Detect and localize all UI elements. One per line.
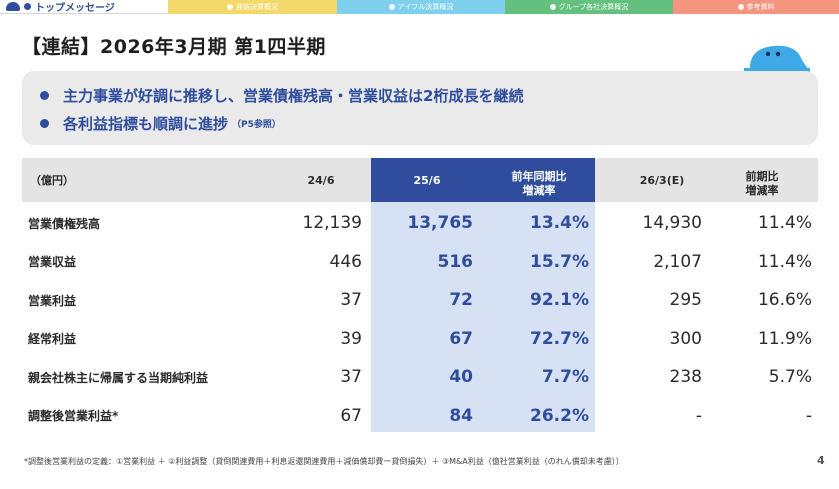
section-tabs: トップメッセージ 連結決算概況 アイフル決算概況 グループ各社決算概況 参考資料: [0, 0, 839, 14]
highlight-item: 各利益指標も順調に進捗 （P5参照）: [40, 109, 818, 137]
value-26-3e: 300: [669, 328, 702, 349]
unit-header: （億円）: [30, 174, 74, 187]
footnote: *調整後営業利益の定義：①営業利益 ＋ ②利益調整（貸倒関連費用＋利息返還関連費…: [24, 457, 624, 466]
results-table: （億円） 24/6 25/6 前年同期比 増減率 26/3(E) 前期比 増減率…: [22, 158, 818, 432]
value-25-6: 67: [449, 328, 473, 349]
value-24-6: 39: [340, 328, 362, 349]
value-24-6: 37: [340, 367, 362, 387]
value-25-6: 84: [449, 405, 473, 426]
tab-reference[interactable]: 参考資料: [673, 0, 839, 14]
value-yoy: 7.7%: [541, 367, 589, 387]
tab-top-message[interactable]: トップメッセージ: [0, 0, 168, 14]
tab-label: トップメッセージ: [35, 3, 115, 14]
page-number: 4: [817, 454, 825, 467]
highlight-text: 各利益指標も順調に進捗: [63, 114, 229, 133]
value-yoy: 92.1%: [530, 290, 589, 310]
value-prev-year: 5.7%: [768, 367, 812, 387]
number-badge-icon: [227, 4, 233, 10]
row-label: 営業利益: [28, 293, 77, 308]
row-label: 調整後営業利益*: [28, 409, 119, 423]
col-header-24-6: 24/6: [307, 173, 335, 187]
value-24-6: 446: [329, 251, 362, 272]
value-yoy: 15.7%: [530, 251, 589, 272]
row-label: 経常利益: [28, 332, 77, 346]
value-26-3e: 2,107: [653, 251, 702, 272]
mascot-icon: [744, 45, 810, 72]
table-row: 親会社株主に帰属する当期純利益 37 40 7.7% 238 5.7%: [22, 358, 818, 396]
number-badge-icon: [549, 4, 556, 10]
bullet-icon: [24, 3, 31, 10]
page-title: 【連結】2026年3月期 第1四半期: [22, 36, 326, 58]
table-row: 営業収益 446 516 15.7% 2,107 11.4%: [22, 243, 818, 281]
number-badge-icon: [388, 4, 395, 10]
tab-consolidated[interactable]: 連結決算概況: [168, 0, 337, 14]
value-26-3e: 295: [669, 290, 702, 310]
row-label: 営業債権残高: [28, 216, 101, 231]
value-25-6: 40: [449, 367, 473, 387]
value-25-6: 72: [449, 290, 473, 310]
value-prev-year: 11.4%: [757, 251, 812, 272]
value-24-6: 37: [340, 290, 362, 310]
tab-aiful[interactable]: アイフル決算概況: [337, 0, 505, 14]
col-header-25-6: 25/6: [371, 158, 483, 202]
tab-label: グループ各社決算概況: [558, 3, 629, 11]
bullet-icon: [40, 118, 49, 128]
value-yoy: 26.2%: [530, 405, 589, 426]
table-row: 営業債権残高 12,139 13,765 13.4% 14,930 11.4%: [22, 204, 818, 242]
tab-label: アイフル決算概況: [397, 3, 454, 11]
value-26-3e: 238: [669, 367, 702, 387]
col-header-26-3e: 26/3(E): [639, 173, 685, 187]
value-prev-year: 11.4%: [757, 213, 812, 233]
table-row: 営業利益 37 72 92.1% 295 16.6%: [22, 281, 818, 319]
value-24-6: 67: [340, 405, 362, 426]
value-yoy: 13.4%: [530, 213, 589, 233]
header-line: 増減率: [522, 183, 556, 197]
table-header: （億円） 24/6 25/6 前年同期比 増減率 26/3(E) 前期比 増減率: [22, 158, 818, 202]
row-label: 営業収益: [28, 255, 77, 269]
highlight-text: 主力事業が好調に推移し、営業債権残高・営業収益は2桁成長を継続: [63, 86, 524, 105]
value-24-6: 12,139: [302, 213, 362, 233]
value-25-6: 516: [437, 251, 474, 272]
tab-label: 連結決算概況: [236, 3, 278, 11]
value-prev-year: 16.6%: [757, 290, 812, 310]
header-line: 前期比: [745, 169, 779, 183]
tab-label: 参考資料: [746, 3, 775, 11]
value-26-3e: -: [695, 405, 702, 426]
value-prev-year: -: [805, 405, 812, 426]
col-header-yoy: 前年同期比 増減率: [483, 158, 595, 202]
highlight-item: 主力事業が好調に推移し、営業債権残高・営業収益は2桁成長を継続: [40, 81, 818, 109]
highlight-column-bg: [371, 202, 595, 432]
table-row: 経常利益 39 67 72.7% 300 11.9%: [22, 320, 818, 358]
highlights-box: 主力事業が好調に推移し、営業債権残高・営業収益は2桁成長を継続 各利益指標も順調…: [22, 71, 818, 145]
highlight-note: （P5参照）: [232, 119, 281, 130]
value-yoy: 72.7%: [530, 328, 589, 349]
value-prev-year: 11.9%: [757, 328, 812, 349]
header-line: 前年同期比: [511, 169, 567, 183]
value-25-6: 13,765: [407, 213, 473, 233]
bullet-icon: [40, 90, 49, 100]
table-row: 調整後営業利益* 67 84 26.2% - -: [22, 397, 818, 435]
value-26-3e: 14,930: [642, 213, 702, 233]
row-label: 親会社株主に帰属する当期純利益: [28, 370, 209, 385]
cloud-logo-icon: [6, 2, 20, 11]
col-header-prev-year: 前期比 増減率: [722, 158, 802, 202]
number-badge-icon: [737, 4, 744, 10]
header-line: 増減率: [745, 183, 779, 197]
tab-group-companies[interactable]: グループ各社決算概況: [505, 0, 673, 14]
